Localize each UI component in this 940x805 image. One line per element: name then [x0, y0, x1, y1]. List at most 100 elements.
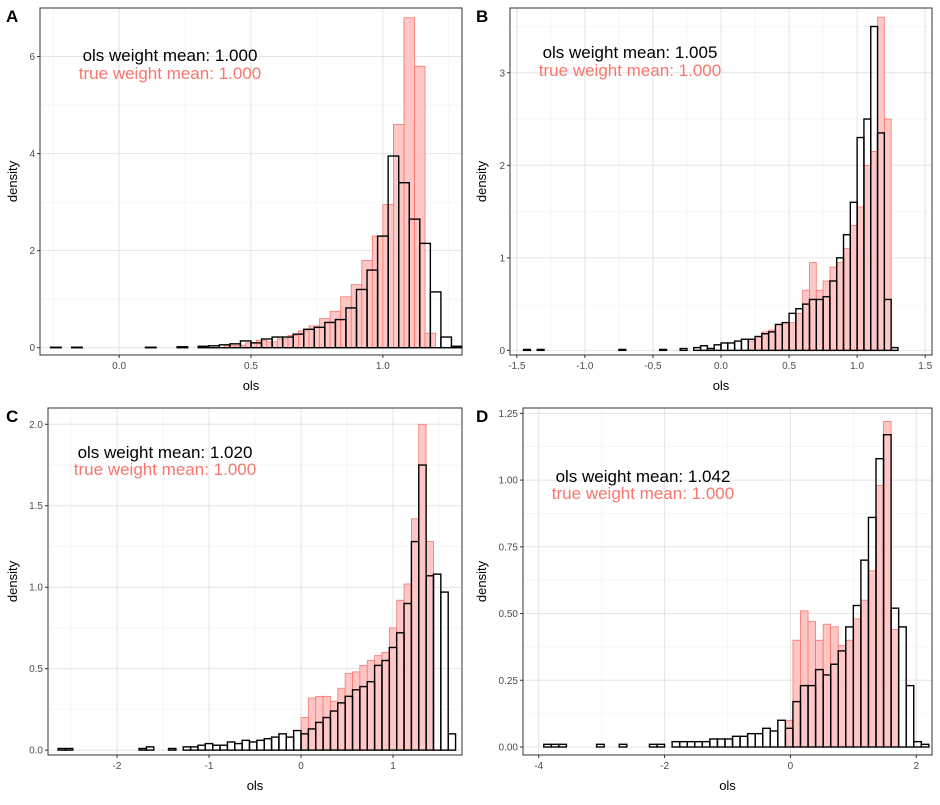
histogram-bar-ols	[536, 348, 545, 352]
histogram-bar-true	[410, 518, 420, 751]
panel-label: D	[476, 407, 488, 426]
y-tick-label: 0.00	[499, 742, 519, 753]
histogram-bar-true	[359, 664, 368, 751]
histogram-bar-ols	[558, 743, 568, 748]
x-tick-label: -0.5	[644, 361, 662, 372]
x-tick-label: 0.5	[782, 361, 796, 372]
x-tick-label: 0.0	[112, 361, 126, 372]
histogram-bar-ols	[679, 347, 688, 352]
histogram-bar-true	[800, 610, 809, 748]
histogram-bar-true	[809, 262, 817, 351]
y-axis-title: density	[5, 560, 20, 602]
histogram-bar-ols	[176, 346, 189, 349]
histogram-bar-true	[761, 331, 770, 351]
histogram-bar-true	[792, 639, 801, 748]
y-tick-label: 0	[499, 346, 505, 357]
y-tick-label: 4	[29, 149, 35, 160]
histogram-bar-true	[829, 266, 838, 351]
series-true	[784, 420, 900, 748]
y-tick-label: 1.00	[499, 476, 519, 487]
y-tick-label: 1.5	[29, 501, 43, 512]
histogram-bar-true	[788, 322, 797, 351]
histogram-bar-true	[802, 289, 810, 351]
y-tick-label: 1.25	[499, 409, 519, 420]
histogram-bar-true	[322, 695, 331, 751]
histogram-bar-true	[775, 324, 783, 351]
histogram-bar-true	[366, 660, 375, 751]
y-tick-label: 1	[499, 253, 505, 264]
histogram-bar-true	[781, 322, 790, 351]
y-tick-label: 0.50	[499, 609, 519, 620]
histogram-bar-true	[403, 583, 412, 751]
histogram-bar-true	[822, 623, 832, 748]
y-tick-label: 2	[499, 161, 505, 172]
ols-mean-annotation: ols weight mean: 1.000	[83, 46, 258, 65]
series-ols	[543, 433, 930, 748]
histogram-bar-true	[883, 420, 892, 748]
x-tick-label: 0	[298, 761, 304, 772]
histogram-bar-ols	[618, 348, 627, 352]
histogram-bar-ols	[144, 346, 157, 349]
histogram-bar-ols	[595, 743, 605, 748]
histogram-bar-true	[784, 719, 794, 748]
histogram-bar-true	[337, 687, 346, 751]
x-tick-label: 0	[788, 761, 794, 772]
histogram-bar-true	[845, 639, 854, 748]
panel-d: -4 -2 0 2 0.00 0.25 0.50 0.75 1.00 1.25 ols density…	[470, 400, 940, 800]
histogram-bar-true	[388, 627, 398, 751]
histogram-bar-ols	[522, 348, 532, 352]
histogram-bar-true	[870, 151, 878, 351]
y-tick-label: 0.5	[29, 664, 43, 675]
panel-label: A	[6, 7, 18, 26]
x-tick-label: -2	[660, 761, 669, 772]
panel-label: C	[6, 407, 18, 426]
histogram-bar-true	[807, 621, 816, 748]
x-axis-title: ols	[719, 778, 736, 793]
histogram-bar-true	[868, 570, 877, 748]
x-tick-label: 0.5	[244, 361, 258, 372]
histogram-bar-ols	[70, 346, 83, 349]
histogram-bar-ols	[618, 743, 628, 748]
histogram-bar-true	[768, 329, 776, 351]
y-tick-label: 2	[29, 246, 35, 257]
x-tick-label: 1.5	[918, 361, 932, 372]
histogram-bar-true	[852, 618, 862, 748]
x-tick-label: 1	[390, 761, 396, 772]
histogram-bar-true	[877, 16, 885, 351]
x-axis-title: ols	[243, 378, 260, 393]
y-tick-label: 0.75	[499, 542, 519, 553]
histogram-bar-true	[396, 599, 405, 751]
x-tick-label: -1.0	[576, 361, 594, 372]
histogram-bar-ols	[890, 346, 899, 352]
histogram-bar-true	[822, 280, 831, 351]
histogram-bar-ols	[656, 743, 666, 748]
histogram-bar-true	[830, 626, 839, 748]
y-axis-title: density	[5, 160, 20, 202]
histogram-bar-true	[837, 645, 847, 748]
gridlines	[48, 408, 462, 755]
chart-svg: -4 -2 0 2 0.00 0.25 0.50 0.75 1.00 1.25 ols density…	[474, 407, 933, 793]
histogram-bar-true	[815, 639, 824, 748]
histogram-bar-true	[344, 673, 353, 751]
x-tick-label: -1	[205, 761, 214, 772]
histogram-bar-true	[315, 695, 324, 751]
histogram-bar-true	[849, 225, 858, 351]
x-tick-label: 1.0	[850, 361, 864, 372]
chart-svg: -1.5 -1.0 -0.5 0.0 0.5 1.0 1.5 0 1 2 3 ols density Bo…	[474, 7, 933, 393]
histogram-bar-ols	[659, 348, 668, 352]
x-tick-label: -2	[113, 761, 122, 772]
histogram-bar-true	[856, 206, 865, 351]
histogram-bar-true	[381, 651, 390, 751]
x-axis-title: ols	[247, 778, 264, 793]
y-tick-label: 1.0	[29, 583, 43, 594]
y-axis-title: density	[474, 160, 489, 202]
ols-mean-annotation: ols weight mean: 1.005	[543, 43, 718, 62]
histogram-bar-ols	[920, 743, 930, 748]
x-tick-label: 0.0	[714, 361, 728, 372]
histogram-bar-true	[836, 262, 844, 351]
